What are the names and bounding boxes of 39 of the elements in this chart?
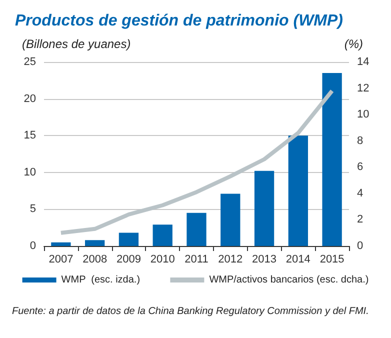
y-tick-label: 0 xyxy=(30,240,36,252)
legend-label: WMP/activos bancarios (esc. dcha.) xyxy=(209,274,369,286)
y-tick-label: 25 xyxy=(24,56,36,68)
bar xyxy=(51,242,71,246)
x-tick-label: 2013 xyxy=(252,254,277,266)
y-tick-label: 10 xyxy=(24,166,36,178)
x-tick-label: 2014 xyxy=(286,254,310,266)
bar xyxy=(118,232,139,246)
x-tick-label: 2011 xyxy=(184,254,208,266)
bar xyxy=(254,170,274,246)
bar xyxy=(322,73,342,246)
y2-tick-label: 8 xyxy=(357,134,364,147)
y2-axis-title: (%) xyxy=(344,37,363,51)
bar xyxy=(288,136,308,246)
y2-tick-label: 4 xyxy=(357,187,364,200)
y2-tick-label: 12 xyxy=(357,82,370,94)
y2-tick-label: 2 xyxy=(357,214,364,226)
chart-title: Productos de gestión de patrimonio (WMP) xyxy=(15,12,343,30)
x-tick-label: 2010 xyxy=(150,254,175,266)
x-tick-label: 2007 xyxy=(48,254,74,266)
x-tick-label: 2008 xyxy=(82,254,108,266)
bar xyxy=(152,224,172,246)
legend-label: WMP (esc. izda.) xyxy=(61,274,140,286)
source-note: Fuente: a partir de datos de la China Banking Regulatory Commission y del FMI. xyxy=(12,306,369,317)
y-tick-label: 5 xyxy=(30,203,36,216)
y2-tick-label: 6 xyxy=(357,161,364,174)
y-tick-label: 15 xyxy=(24,130,36,142)
bar xyxy=(85,240,105,246)
y-axis-title: (Billones de yuanes) xyxy=(22,37,131,51)
x-tick-label: 2015 xyxy=(320,254,344,266)
bar xyxy=(186,212,206,246)
y2-tick-label: 0 xyxy=(357,240,364,252)
bar xyxy=(220,194,240,246)
line-series xyxy=(58,88,334,235)
y-tick-label: 20 xyxy=(24,92,36,105)
y2-tick-label: 10 xyxy=(357,108,370,121)
x-tick-label: 2012 xyxy=(218,254,243,266)
x-tick-label: 2009 xyxy=(116,254,141,266)
y2-tick-label: 14 xyxy=(357,56,370,68)
